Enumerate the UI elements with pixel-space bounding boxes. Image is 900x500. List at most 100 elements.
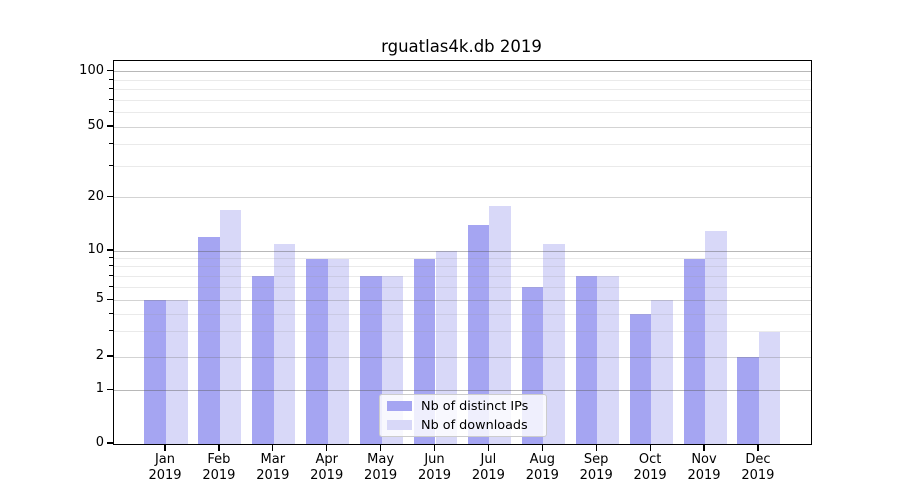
y-minor-tick-mark xyxy=(109,164,113,166)
minor-gridline xyxy=(114,258,811,259)
y-minor-tick-mark xyxy=(109,330,113,332)
bars-layer xyxy=(114,61,811,444)
y-minor-tick-mark xyxy=(109,142,113,144)
y-tick-label: 100 xyxy=(79,62,104,78)
bar-nb-of-distinct-ips xyxy=(198,237,220,444)
x-tick-label: Jun 2019 xyxy=(417,452,452,483)
y-tick-mark xyxy=(106,442,113,444)
y-tick-label: 0 xyxy=(95,435,104,450)
bar-nb-of-distinct-ips xyxy=(575,276,598,444)
bar-nb-of-distinct-ips xyxy=(144,300,166,444)
y-minor-tick-mark xyxy=(109,110,113,112)
legend-label: Nb of downloads xyxy=(421,417,528,433)
x-tick-mark xyxy=(595,444,597,451)
legend: Nb of distinct IPs Nb of downloads xyxy=(379,394,547,437)
x-tick-mark xyxy=(487,444,490,451)
major-gridline xyxy=(114,299,811,301)
x-tick-mark xyxy=(380,444,382,451)
y-minor-tick-mark xyxy=(109,78,113,80)
y-minor-tick-mark xyxy=(109,274,113,276)
major-gridline xyxy=(114,250,811,252)
y-minor-tick-mark xyxy=(109,257,113,258)
bar-nb-of-downloads xyxy=(273,243,296,444)
major-gridline xyxy=(114,389,811,391)
bar-nb-of-downloads xyxy=(489,205,511,444)
bar-nb-of-downloads xyxy=(166,300,188,444)
x-tick-label: Apr 2019 xyxy=(310,452,344,483)
bar-nb-of-distinct-ips xyxy=(306,258,328,444)
major-gridline xyxy=(114,126,811,128)
minor-gridline xyxy=(114,275,811,277)
x-tick-label: Dec 2019 xyxy=(741,452,775,483)
y-tick-label: 50 xyxy=(87,118,104,133)
y-tick-mark xyxy=(106,249,113,251)
minor-gridline xyxy=(114,266,811,268)
legend-swatch-icon xyxy=(387,401,412,411)
x-tick-mark xyxy=(703,444,705,451)
minor-gridline xyxy=(114,79,811,81)
minor-gridline xyxy=(114,165,811,167)
x-tick-label: Aug 2019 xyxy=(525,452,559,483)
legend-entry-downloads: Nb of downloads xyxy=(387,418,539,433)
y-tick-mark xyxy=(106,355,113,357)
y-minor-tick-mark xyxy=(109,98,113,100)
y-tick-label: 20 xyxy=(87,188,104,204)
y-tick-mark xyxy=(106,388,113,390)
y-tick-mark xyxy=(106,125,113,127)
bar-nb-of-downloads xyxy=(651,300,673,444)
y-tick-mark xyxy=(106,298,113,300)
x-tick-label: Sep 2019 xyxy=(579,452,613,483)
x-tick-label: Jul 2019 xyxy=(471,452,505,483)
x-tick-label: May 2019 xyxy=(364,452,398,483)
y-minor-tick-mark xyxy=(109,265,113,267)
minor-gridline xyxy=(114,286,811,288)
y-minor-tick-mark xyxy=(109,88,113,89)
bar-nb-of-distinct-ips xyxy=(737,357,759,444)
legend-entry-distinct-ips: Nb of distinct IPs xyxy=(387,399,539,414)
x-tick-label: Nov 2019 xyxy=(687,452,721,483)
bar-nb-of-downloads xyxy=(758,331,781,444)
legend-swatch-icon xyxy=(387,420,412,430)
y-minor-tick-mark xyxy=(109,285,113,287)
y-tick-label: 2 xyxy=(95,348,104,363)
bar-nb-of-downloads xyxy=(705,230,727,444)
bar-nb-of-distinct-ips xyxy=(629,314,652,444)
bar-nb-of-downloads xyxy=(543,243,565,444)
x-tick-mark xyxy=(541,444,543,451)
bar-nb-of-distinct-ips xyxy=(683,258,706,444)
x-tick-label: Oct 2019 xyxy=(633,452,667,483)
x-tick-mark xyxy=(433,444,436,451)
major-gridline xyxy=(114,356,811,358)
bar-nb-of-distinct-ips xyxy=(252,276,274,444)
minor-gridline xyxy=(114,331,811,333)
bar-nb-of-downloads xyxy=(219,210,242,444)
minor-gridline xyxy=(114,143,811,145)
x-tick-label: Jan 2019 xyxy=(148,452,182,483)
y-tick-label: 5 xyxy=(95,291,104,307)
x-tick-mark xyxy=(164,444,166,451)
major-gridline xyxy=(114,71,811,73)
x-tick-mark xyxy=(326,444,328,451)
bar-nb-of-downloads xyxy=(327,258,350,444)
x-tick-mark xyxy=(218,444,220,451)
minor-gridline xyxy=(114,99,811,101)
y-tick-mark xyxy=(106,70,113,72)
y-tick-label: 1 xyxy=(95,381,104,397)
minor-gridline xyxy=(114,313,811,315)
legend-label: Nb of distinct IPs xyxy=(421,398,529,414)
chart-title: rguatlas4k.db 2019 xyxy=(381,37,542,56)
bar-nb-of-downloads xyxy=(597,276,619,444)
major-gridline xyxy=(114,197,811,199)
x-tick-label: Mar 2019 xyxy=(256,452,290,483)
x-tick-mark xyxy=(272,444,274,451)
y-tick-label: 10 xyxy=(87,242,104,257)
plot-area: Nb of distinct IPs Nb of downloads xyxy=(113,60,812,445)
bar-nb-of-distinct-ips xyxy=(467,225,490,444)
minor-gridline xyxy=(114,111,811,113)
y-tick-mark xyxy=(106,196,113,198)
minor-gridline xyxy=(114,89,811,90)
x-tick-label: Feb 2019 xyxy=(202,452,236,483)
y-minor-tick-mark xyxy=(109,312,113,314)
grid-layer xyxy=(114,61,811,444)
